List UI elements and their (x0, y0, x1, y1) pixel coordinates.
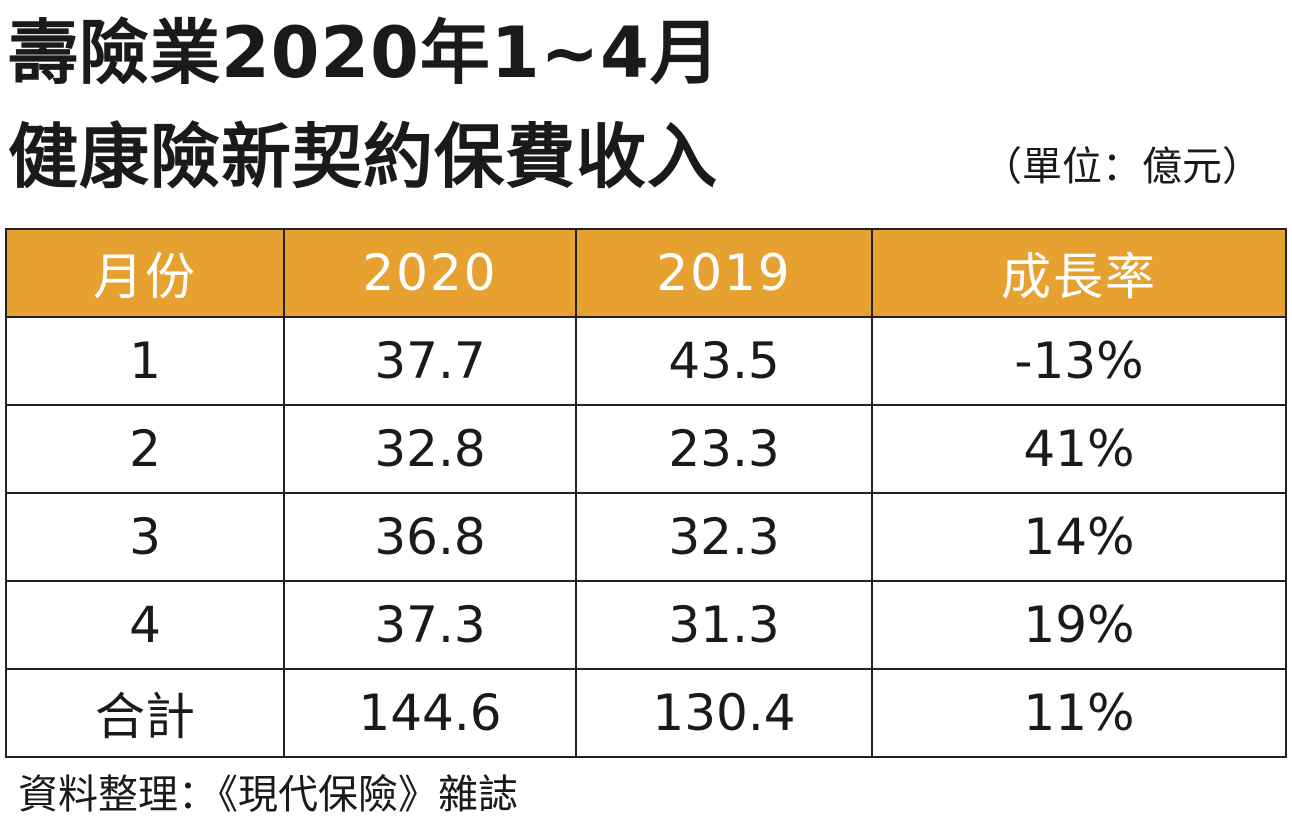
cell-growth: 19% (871, 580, 1287, 670)
cell-growth: 11% (871, 668, 1287, 758)
cell-month: 4 (5, 580, 285, 670)
table-row-1: 1 37.7 43.5 -13% (5, 316, 1287, 406)
cell-month: 3 (5, 492, 285, 582)
source-note: 資料整理：《現代保險》雜誌 (18, 772, 518, 818)
header-cell-2019: 2019 (575, 228, 873, 318)
cell-growth: 41% (871, 404, 1287, 494)
table-body: 1 37.7 43.5 -13% 2 32.8 23.3 41% 3 36.8 … (5, 316, 1287, 758)
table-header: 月份 2020 2019 成長率 (5, 228, 1287, 318)
header-cell-month: 月份 (5, 228, 285, 318)
cell-2019: 32.3 (575, 492, 873, 582)
table-row-3: 3 36.8 32.3 14% (5, 492, 1287, 582)
cell-2019: 31.3 (575, 580, 873, 670)
cell-growth: -13% (871, 316, 1287, 406)
table-row-2: 2 32.8 23.3 41% (5, 404, 1287, 494)
cell-2020: 144.6 (283, 668, 577, 758)
data-table: 月份 2020 2019 成長率 1 37.7 43.5 -13% 2 32.8… (5, 228, 1287, 758)
cell-2019: 130.4 (575, 668, 873, 758)
page-title-line-1: 壽險業2020年1~4月 (8, 12, 721, 94)
table-row-4: 4 37.3 31.3 19% (5, 580, 1287, 670)
cell-month: 2 (5, 404, 285, 494)
header-row: 月份 2020 2019 成長率 (5, 228, 1287, 318)
unit-note: （單位：億元） (982, 144, 1262, 190)
cell-growth: 14% (871, 492, 1287, 582)
cell-2020: 36.8 (283, 492, 577, 582)
cell-2019: 23.3 (575, 404, 873, 494)
cell-2020: 37.7 (283, 316, 577, 406)
page-title-line-2: 健康險新契約保費收入 (8, 116, 718, 198)
table-row-total: 合計 144.6 130.4 11% (5, 668, 1287, 758)
cell-2019: 43.5 (575, 316, 873, 406)
header-cell-growth: 成長率 (871, 228, 1287, 318)
header-cell-2020: 2020 (283, 228, 577, 318)
cell-month: 1 (5, 316, 285, 406)
cell-2020: 37.3 (283, 580, 577, 670)
cell-month: 合計 (5, 668, 285, 758)
cell-2020: 32.8 (283, 404, 577, 494)
